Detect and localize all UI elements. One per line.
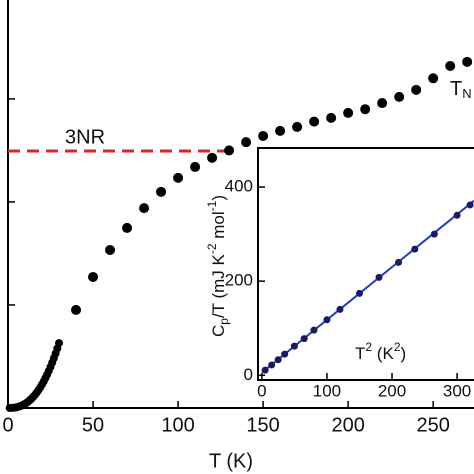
reference-label: 3NR	[65, 126, 105, 148]
x-tick-label: 150	[246, 414, 279, 436]
data-point	[292, 121, 303, 132]
data-point	[466, 201, 474, 209]
data-point	[258, 131, 269, 141]
data-point	[453, 211, 461, 219]
data-point	[275, 125, 286, 136]
data-point	[173, 172, 184, 183]
x-tick-label: 250	[416, 414, 449, 436]
x-axis-label: T (K)	[209, 450, 253, 472]
data-point	[355, 289, 363, 297]
data-point	[323, 316, 331, 324]
data-point	[55, 339, 64, 348]
x-tick-label: 200	[331, 414, 364, 436]
x-tick-label: 300	[443, 381, 471, 400]
data-point	[268, 361, 276, 369]
x-tick-label: 100	[161, 414, 194, 436]
data-point	[343, 107, 354, 118]
data-point	[261, 366, 269, 374]
data-point	[462, 56, 473, 67]
x-tick-label: 0	[257, 381, 266, 400]
x-axis-label: T2 (K2)	[355, 340, 406, 363]
y-axis-label-part: -2	[205, 243, 219, 254]
y-axis-label-part: mol	[209, 211, 228, 243]
data-point	[105, 244, 116, 255]
data-point	[375, 273, 383, 281]
x-axis-label-part: )	[401, 344, 407, 363]
x-axis-label-part: T	[355, 344, 365, 363]
data-point	[336, 305, 344, 313]
data-point	[394, 91, 405, 102]
data-point	[139, 203, 150, 214]
data-point	[88, 271, 99, 282]
x-axis-label-part: 2	[365, 340, 372, 354]
data-point	[122, 222, 133, 233]
y-axis-label-part: /T (mJ K	[209, 253, 228, 318]
tn-sub: N	[462, 86, 471, 101]
data-point	[156, 186, 167, 197]
y-tick-label: 200	[225, 271, 253, 290]
inset-background	[257, 147, 474, 381]
data-point	[71, 304, 82, 315]
x-tick-label: 200	[378, 381, 406, 400]
y-axis-label: Cp/T (mJ K-2 mol-1)	[205, 195, 231, 337]
y-axis-label-part: C	[209, 325, 228, 337]
y-axis-label-part: p	[217, 318, 231, 325]
data-point	[411, 84, 422, 95]
data-point	[190, 161, 201, 172]
data-point	[395, 258, 403, 266]
tn-label: TN	[450, 78, 472, 101]
x-axis-label-part: (K	[372, 344, 394, 363]
data-point	[274, 356, 282, 364]
y-axis-label-part: )	[209, 195, 228, 201]
y-axis-label-part: -1	[205, 200, 219, 211]
x-tick-label: 0	[2, 414, 13, 436]
x-axis-label-part: 2	[394, 340, 401, 354]
data-point	[310, 326, 318, 334]
data-point	[290, 342, 298, 350]
data-point	[309, 116, 320, 127]
data-point	[281, 350, 289, 358]
data-point	[411, 245, 419, 253]
data-point	[241, 137, 252, 148]
data-point	[224, 145, 235, 156]
data-point	[445, 60, 456, 71]
tn-text: T	[450, 78, 462, 100]
fit-line	[261, 199, 474, 374]
x-tick-label: 50	[82, 414, 104, 436]
data-point	[360, 104, 371, 115]
data-point	[430, 230, 438, 238]
data-point	[428, 73, 439, 84]
data-point	[326, 112, 337, 123]
y-tick-label: 0	[244, 365, 253, 384]
data-point	[207, 152, 218, 163]
x-tick-label: 100	[313, 381, 341, 400]
data-point	[377, 98, 388, 109]
y-tick-label: 400	[225, 177, 253, 196]
data-point	[300, 335, 308, 343]
